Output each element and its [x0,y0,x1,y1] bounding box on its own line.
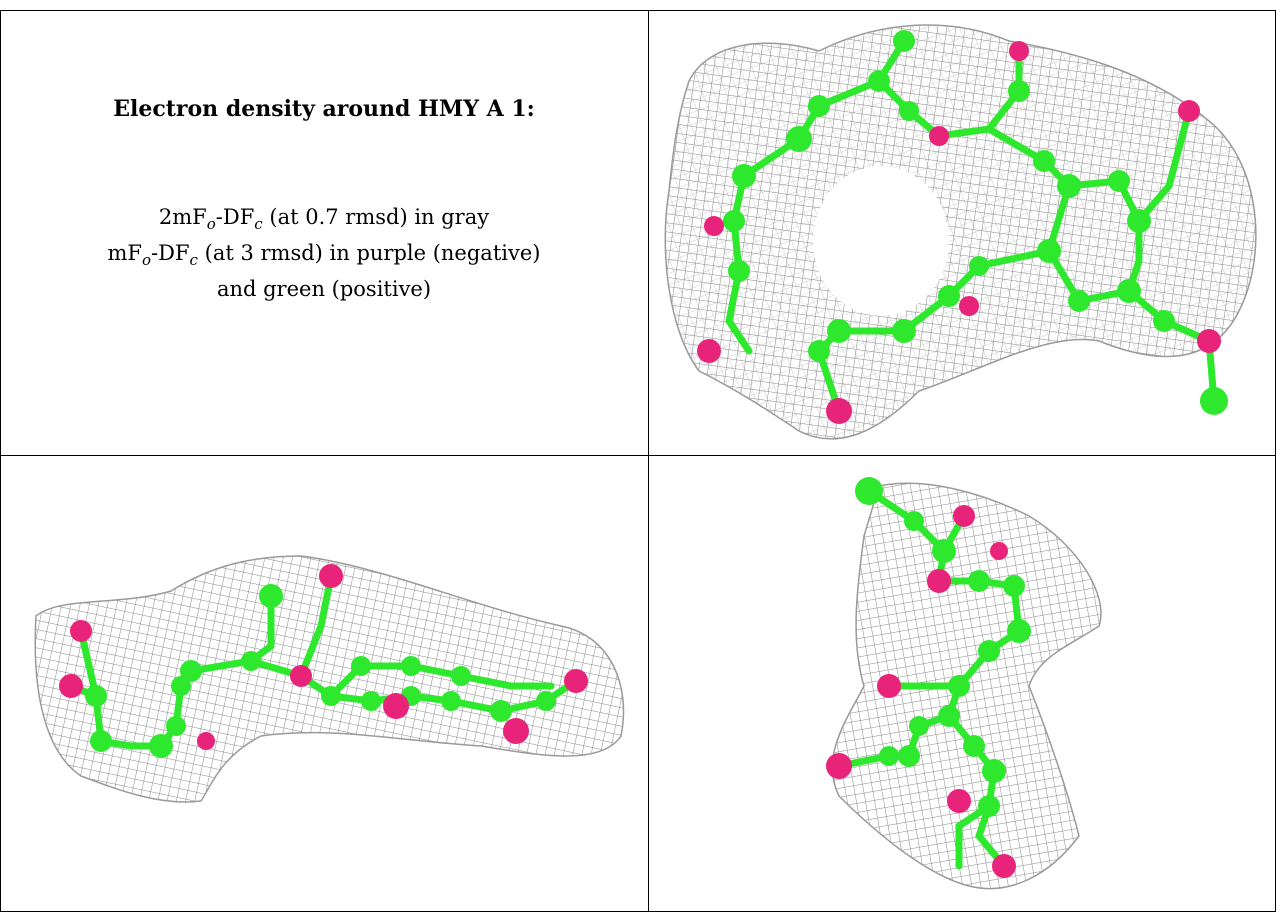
caption-description: 2mFo-DFc (at 0.7 rmsd) in gray mFo-DFc (… [0,203,648,304]
panel-bottom-right-molecule [649,456,1275,911]
density-mesh [664,24,1257,440]
caption-title: Electron density around HMY A 1: [113,96,535,122]
caption-cell: Electron density around HMY A 1: 2mFo-DF… [0,0,648,455]
density-mesh [34,555,625,803]
density-view-side [34,555,625,803]
panel-top-right-molecule [649,11,1275,455]
carbon-atoms [723,30,1228,415]
table-border-center [648,10,649,912]
oxygen-atoms [697,41,1221,424]
density-view-end [826,477,1102,890]
table-border-left [0,10,1,912]
carbon-atoms [85,584,556,758]
carbon-atoms [855,477,1031,817]
panel-bottom-left-molecule [1,456,648,911]
table-border-top [0,10,1276,11]
oxygen-atoms [59,564,588,750]
table-border-middle [0,455,1276,456]
oxygen-atoms [826,505,1016,878]
mesh-hole [813,166,949,316]
caption-line-1: 2mFo-DFc (at 0.7 rmsd) in gray [158,205,490,234]
caption-line-3: and green (positive) [216,277,432,302]
caption-line-2: mFo-DFc (at 3 rmsd) in purple (negative) [107,241,541,270]
density-view-face [664,24,1257,440]
